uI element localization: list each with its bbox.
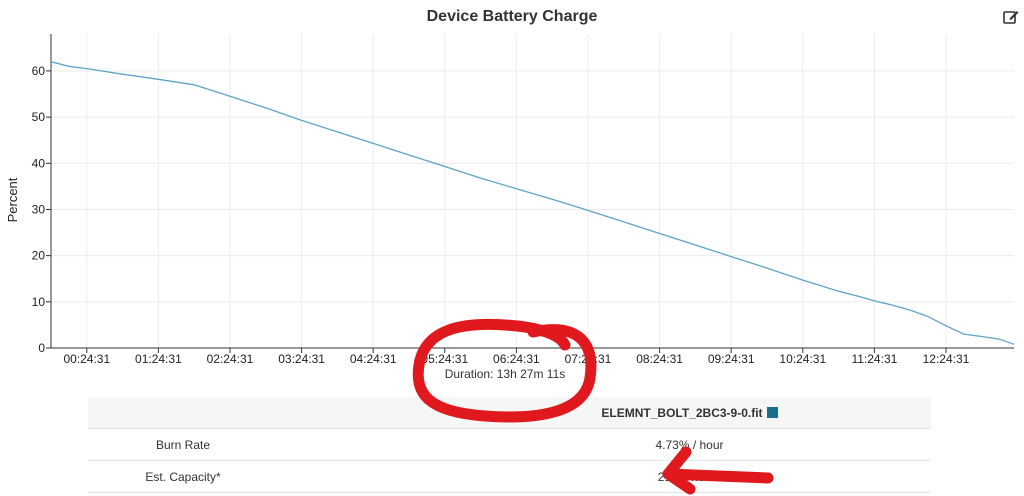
duration-label: Duration: 13h 27m 11s: [444, 367, 566, 381]
y-axis-title: Percent: [5, 177, 20, 222]
y-tick-labels: 0 10 20 30 40 50 60: [32, 64, 46, 355]
file-name: ELEMNT_BOLT_2BC3-9-0.fit: [601, 405, 763, 420]
x-tick-label: 12:24:31: [923, 352, 970, 366]
x-tick-label: 08:24:31: [636, 352, 683, 366]
y-tick-label: 40: [32, 156, 46, 170]
x-tick-label: 11:24:31: [851, 352, 897, 366]
stats-table: ELEMNT_BOLT_2BC3-9-0.fit Burn Rate 4.73%…: [88, 397, 931, 493]
x-tick-label: 00:24:31: [63, 352, 110, 366]
stat-label: Burn Rate: [88, 428, 278, 461]
table-row: Burn Rate 4.73% / hour: [88, 428, 931, 461]
y-tick-label: 50: [32, 110, 46, 124]
stats-header-row: ELEMNT_BOLT_2BC3-9-0.fit: [88, 397, 931, 429]
y-tick-label: 10: [32, 295, 46, 309]
x-tick-label: 04:24:31: [350, 352, 397, 366]
table-row: Est. Capacity* 21.12 hours: [88, 460, 931, 493]
x-tick-label: 02:24:31: [207, 352, 254, 366]
x-tick-label: 09:24:31: [708, 352, 755, 366]
chart-grid: [51, 34, 1014, 349]
stat-value: 4.73% / hour: [278, 428, 931, 461]
battery-series-line: [50, 61, 1015, 345]
stat-label: Est. Capacity*: [88, 460, 278, 493]
y-tick-label: 20: [32, 249, 46, 263]
x-tick-label: 06:24:31: [493, 352, 540, 366]
edit-icon[interactable]: [1002, 8, 1020, 26]
x-tick-label: 01:24:31: [135, 352, 182, 366]
x-tick-label: 07:24:31: [565, 352, 612, 366]
chart-axes: [46, 34, 1014, 353]
battery-chart: 0 10 20 30 40 50 60 00:24:31 01:24:31 02:24:31 03…: [5, 34, 1015, 366]
x-tick-label: 03:24:31: [278, 352, 325, 366]
y-tick-label: 30: [32, 202, 46, 216]
chart-title: Device Battery Charge: [426, 8, 598, 25]
series-color-swatch: [766, 406, 778, 418]
y-tick-label: 60: [32, 64, 46, 78]
x-tick-label: 10:24:31: [779, 352, 826, 366]
stat-value: 21.12 hours: [278, 460, 931, 493]
x-tick-labels: 00:24:31 01:24:31 02:24:31 03:24:31 04:24:31…: [63, 352, 969, 366]
x-tick-label: 05:24:31: [421, 352, 468, 366]
y-tick-label: 0: [38, 341, 45, 355]
